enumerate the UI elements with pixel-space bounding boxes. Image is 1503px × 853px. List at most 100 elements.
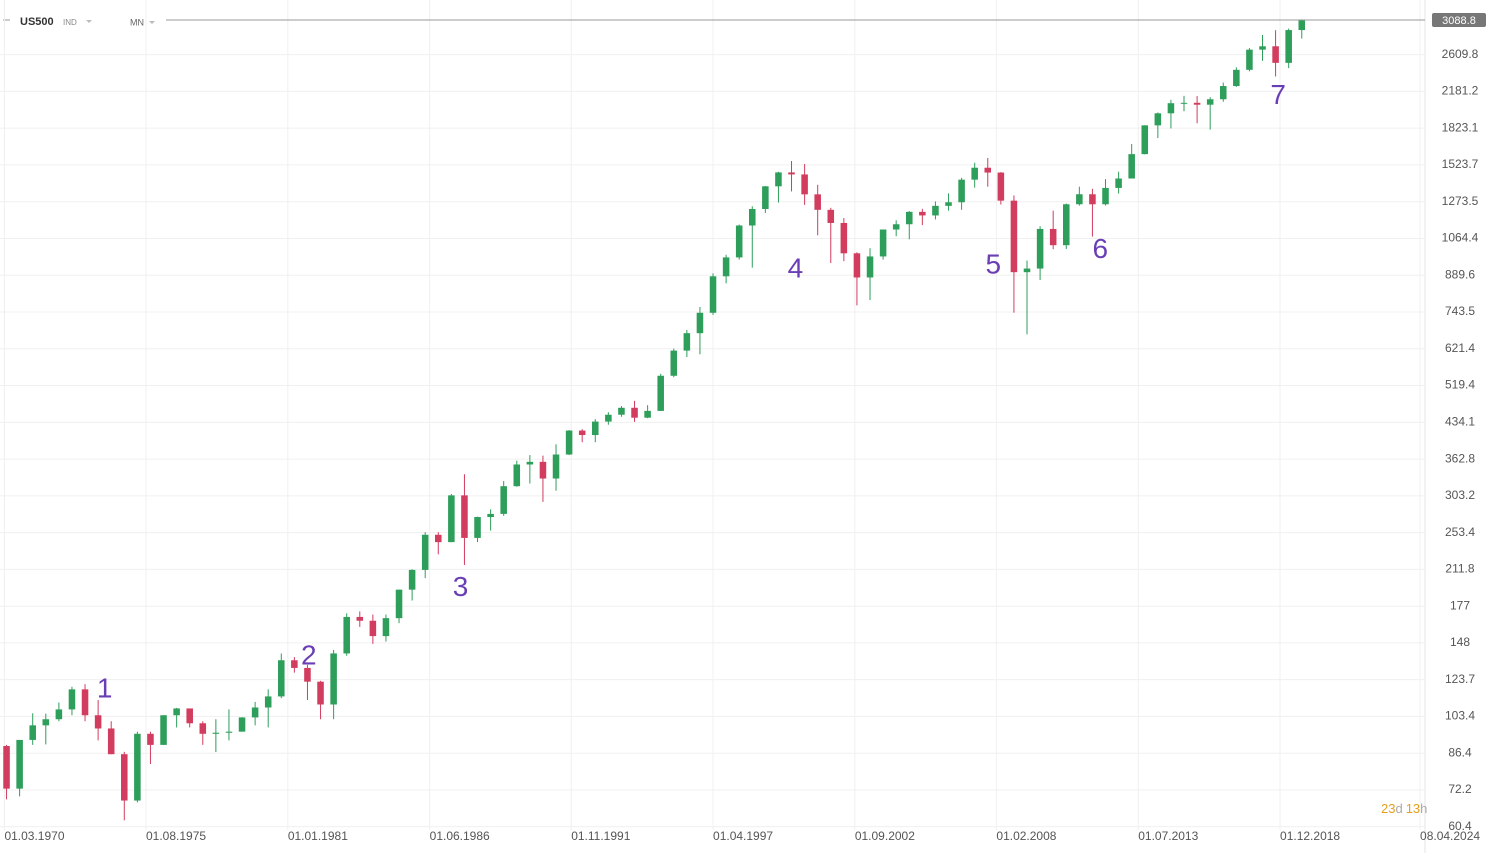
candle-body xyxy=(840,222,848,254)
candle-body xyxy=(735,225,743,258)
candle-body xyxy=(487,513,494,518)
candle-body xyxy=(539,461,547,479)
y-tick-label: 86.4 xyxy=(1448,745,1472,759)
annotation: 3 xyxy=(453,571,469,602)
candle-body xyxy=(919,211,926,216)
countdown-hours-unit: h xyxy=(1420,801,1427,816)
candle-body xyxy=(775,172,782,187)
caret[interactable] xyxy=(149,21,155,24)
y-tick-label: 743.5 xyxy=(1445,304,1475,318)
candle-body xyxy=(461,495,468,538)
plot-area: 60.472.286.4103.4123.7148177211.8253.430… xyxy=(0,0,1486,843)
candle-body xyxy=(1076,194,1083,205)
candle-body xyxy=(1154,113,1162,126)
candle-body xyxy=(984,167,992,173)
candle-body xyxy=(1036,228,1044,269)
caret[interactable] xyxy=(86,20,92,23)
candle-body xyxy=(500,486,507,514)
y-tick-label: 60.4 xyxy=(1448,819,1472,833)
candle-body xyxy=(107,728,115,755)
y-tick-label: 253.4 xyxy=(1445,525,1475,539)
candle-body xyxy=(578,430,586,436)
y-tick-label: 72.2 xyxy=(1448,782,1472,796)
candle-body xyxy=(42,719,50,726)
candle-body xyxy=(709,276,717,313)
candle-body xyxy=(565,430,573,455)
candle-body xyxy=(1272,46,1279,63)
y-tick-label: 1273.5 xyxy=(1442,194,1479,208)
candle-body xyxy=(356,616,364,621)
candle-body xyxy=(160,715,167,745)
candle-body xyxy=(238,717,246,732)
countdown: 23d 13h xyxy=(1381,801,1427,816)
candle-body xyxy=(696,312,704,334)
last-price-label: 3088.8 xyxy=(1442,15,1476,27)
candle-body xyxy=(618,407,625,415)
candle-body xyxy=(55,709,63,720)
candle-body xyxy=(225,731,233,733)
candle-body xyxy=(1062,204,1070,246)
candle-body xyxy=(1259,46,1266,50)
candle-body xyxy=(722,257,730,277)
candle-body xyxy=(1023,268,1031,273)
y-tick-label: 123.7 xyxy=(1445,672,1475,686)
candle-body xyxy=(997,172,1005,201)
y-tick-label: 211.8 xyxy=(1445,562,1474,576)
countdown-days: 23 xyxy=(1381,801,1395,816)
candle-body xyxy=(801,174,808,195)
candle-body xyxy=(892,224,900,230)
y-tick-label: 621.4 xyxy=(1445,341,1475,355)
y-tick-label: 1823.1 xyxy=(1442,120,1479,134)
candle-body xyxy=(958,179,965,203)
symbol[interactable]: US500 xyxy=(20,16,54,28)
annotation: 7 xyxy=(1270,79,1286,110)
candle-body xyxy=(395,589,403,619)
candle-body xyxy=(513,464,521,487)
y-tick-label: 2181.2 xyxy=(1442,84,1479,98)
x-tick-label: 01.04.1997 xyxy=(713,829,773,843)
candle-body xyxy=(435,534,442,543)
y-tick-label: 2609.8 xyxy=(1442,47,1479,61)
candle-body xyxy=(866,256,874,278)
candle-body xyxy=(173,708,180,716)
candle-body xyxy=(1102,187,1109,205)
candle-body xyxy=(879,229,887,257)
candle-body xyxy=(186,708,193,724)
candle-body xyxy=(1193,102,1201,105)
annotation: 4 xyxy=(788,253,804,284)
candle-body xyxy=(905,211,913,225)
candle-body xyxy=(81,689,89,716)
candle-body xyxy=(68,689,76,710)
y-tick-label: 148 xyxy=(1450,635,1470,649)
candle-body xyxy=(330,653,337,705)
annotation: 2 xyxy=(301,640,317,671)
candle-body xyxy=(474,517,481,538)
y-tick-label: 1064.4 xyxy=(1442,231,1479,245)
candle-body xyxy=(683,333,691,351)
candle-body xyxy=(199,723,207,734)
candle-body xyxy=(121,754,128,801)
candle-body xyxy=(1246,49,1253,70)
x-tick-label: 01.06.1986 xyxy=(430,829,490,843)
candle-body xyxy=(212,732,220,734)
candle-body xyxy=(631,407,638,418)
candle-body xyxy=(552,454,560,479)
y-tick-label: 177 xyxy=(1450,598,1470,612)
timeframe[interactable]: MN xyxy=(130,17,144,27)
candle-body xyxy=(605,414,612,422)
candle-body xyxy=(1285,30,1292,63)
x-tick-label: 01.02.2008 xyxy=(996,829,1056,843)
candle-body xyxy=(932,205,939,216)
candle-body xyxy=(304,667,311,682)
y-tick-label: 1523.7 xyxy=(1442,157,1479,171)
y-tick-label: 103.4 xyxy=(1445,709,1475,723)
candle-body xyxy=(1167,103,1175,114)
candle-body xyxy=(147,733,154,745)
y-tick-label: 303.2 xyxy=(1445,488,1475,502)
candle-body xyxy=(592,421,599,436)
candle-body xyxy=(971,167,978,180)
candle-body xyxy=(644,410,651,418)
candle-body xyxy=(1141,125,1149,155)
x-tick-label: 01.09.2002 xyxy=(855,829,915,843)
candle-body xyxy=(16,739,23,789)
